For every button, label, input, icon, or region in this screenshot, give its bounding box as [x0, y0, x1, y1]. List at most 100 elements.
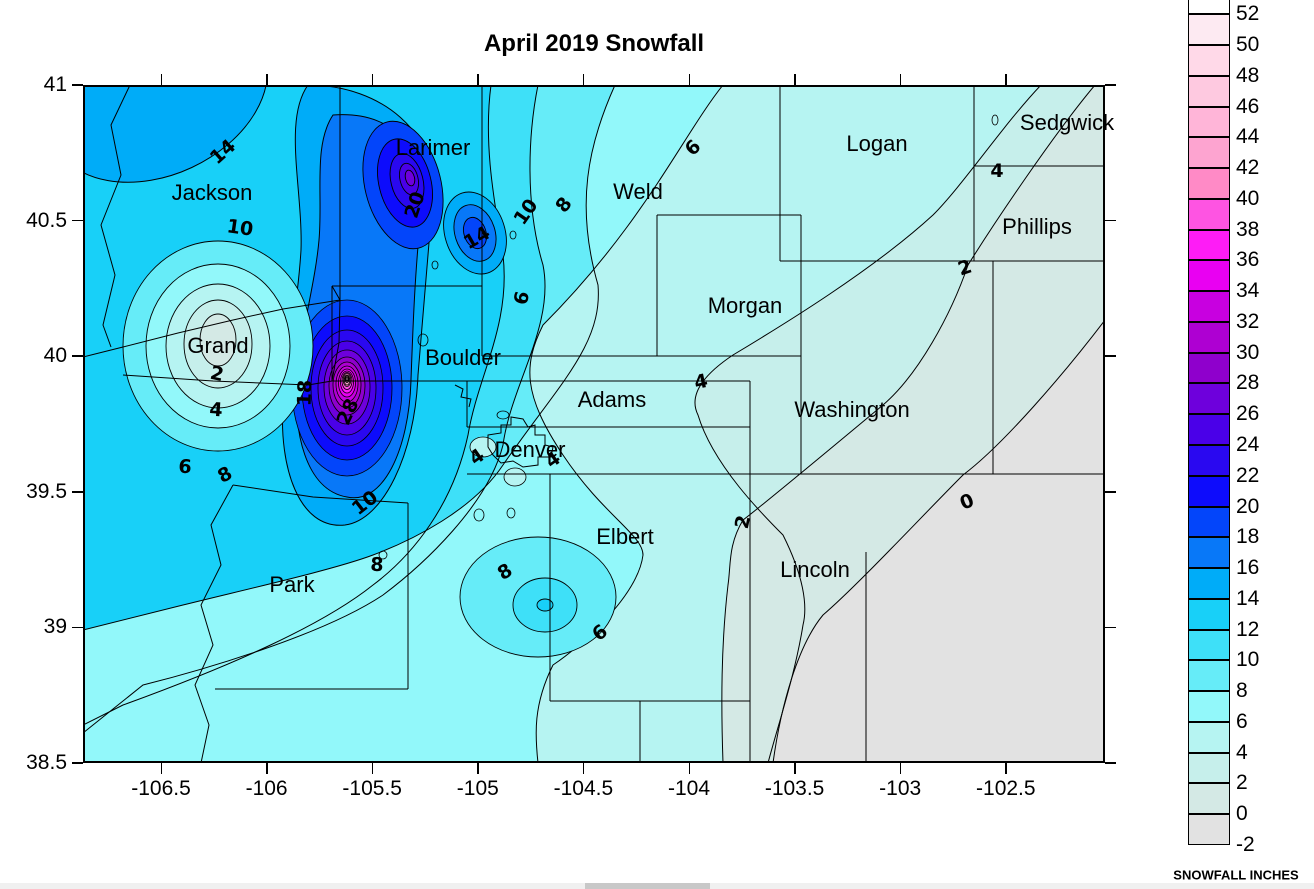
x-axis-tick-top [899, 74, 902, 85]
colorbar-title: SNOWFALL INCHES [1173, 867, 1299, 883]
colorbar-band [1188, 14, 1230, 45]
y-axis-tick-right [1105, 626, 1116, 629]
contour-value-label: 4 [208, 398, 224, 422]
colorbar-tick-label: 40 [1236, 186, 1260, 210]
colorbar-band [1188, 75, 1230, 107]
county-label-morgan: Morgan [707, 293, 783, 318]
x-axis-tick-label: -106.5 [131, 777, 191, 800]
x-axis-tick-top [688, 74, 690, 85]
colorbar-tick-label: 38 [1236, 217, 1260, 241]
y-axis-tick-right [1105, 491, 1116, 493]
colorbar-tick-label: 36 [1236, 248, 1260, 272]
colorbar-tick-label: 30 [1236, 340, 1260, 364]
x-axis-tick-top [794, 74, 796, 85]
colorbar-tick-label: 20 [1236, 494, 1260, 518]
x-axis-tick-top [160, 74, 162, 85]
colorbar-tick-label: 10 [1236, 648, 1260, 672]
x-axis-tick-top [371, 74, 374, 85]
county-label-elbert: Elbert [596, 524, 654, 549]
plot-title: April 2019 Snowfall [483, 30, 705, 57]
x-axis-tick [1005, 763, 1007, 774]
colorbar-band [1188, 506, 1230, 538]
x-axis-tick-top [266, 74, 268, 85]
y-axis-tick-label: 39.5 [26, 479, 67, 503]
colorbar-band [1188, 229, 1230, 261]
x-axis-tick [899, 763, 902, 774]
contour-value-label: 18 [293, 379, 317, 407]
colorbar-tick-label: 24 [1236, 432, 1260, 456]
colorbar-band [1188, 721, 1230, 753]
colorbar-tick-label: 52 [1236, 2, 1260, 26]
colorbar-tick-label: 8 [1236, 679, 1248, 703]
x-axis-tick-top [1005, 74, 1007, 85]
contour-map-canvas [47, 7, 1106, 764]
y-axis-tick [72, 219, 83, 222]
contour-value-label: 6 [177, 455, 193, 479]
county-label-larimer: Larimer [395, 135, 471, 160]
county-label-jackson: Jackson [171, 180, 253, 205]
county-label-denver: Denver [494, 437, 566, 462]
x-axis-tick [688, 763, 690, 774]
colorbar-tick-label: 0 [1236, 802, 1248, 826]
colorbar-band [1188, 691, 1230, 722]
y-axis-tick [72, 355, 83, 357]
colorbar-tick-label: 34 [1236, 279, 1260, 303]
x-axis-tick-label: -102.5 [976, 777, 1036, 800]
x-axis-tick-top [582, 74, 585, 85]
x-axis-tick-label: -105 [456, 777, 499, 800]
county-label-boulder: Boulder [425, 345, 501, 370]
colorbar-band [1188, 352, 1230, 384]
x-axis-tick-label: -104 [667, 777, 711, 800]
colorbar-band [1188, 0, 1230, 15]
colorbar-tick-label: 26 [1236, 402, 1260, 426]
x-axis-tick-label: -105.5 [342, 777, 402, 800]
county-label-logan: Logan [846, 131, 908, 156]
colorbar-band [1188, 444, 1230, 476]
colorbar-band [1188, 106, 1230, 138]
colorbar-tick-label: 4 [1236, 740, 1248, 764]
y-axis-tick-label: 40 [43, 344, 67, 368]
colorbar-band [1188, 168, 1230, 199]
colorbar-band [1188, 44, 1230, 76]
colorbar-band [1188, 537, 1230, 569]
y-axis-tick-label: 39 [43, 615, 67, 639]
x-axis-tick-label: -103 [879, 777, 922, 800]
colorbar-band [1188, 137, 1230, 169]
county-label-park: Park [269, 572, 315, 597]
y-axis-tick [72, 491, 83, 493]
county-label-grand: Grand [187, 333, 249, 358]
colorbar-tick-label: 44 [1236, 125, 1260, 149]
colorbar-tick-label: 22 [1236, 463, 1260, 487]
contour-value-label: 10 [225, 215, 255, 241]
x-axis-tick-top [477, 74, 479, 85]
county-label-sedgwick: Sedgwick [1019, 110, 1115, 135]
x-axis-tick [266, 763, 268, 774]
colorbar-tick-label: 14 [1236, 586, 1260, 610]
colorbar-band [1188, 568, 1230, 599]
colorbar-tick-label: 12 [1236, 617, 1260, 641]
y-axis-tick [72, 762, 83, 764]
colorbar-tick-label: 6 [1236, 709, 1248, 733]
horizontal-scrollbar[interactable] [0, 883, 1314, 889]
contour-value-label: 4 [990, 160, 1004, 182]
x-axis-tick [371, 763, 374, 774]
y-axis-tick [72, 84, 83, 86]
x-axis-tick-label: -104.5 [553, 777, 614, 800]
county-label-lincoln: Lincoln [780, 557, 850, 582]
x-axis-tick [582, 763, 585, 774]
colorbar-tick-label: 48 [1236, 63, 1260, 87]
colorbar-tick-label: 16 [1236, 556, 1260, 580]
colorbar-tick-label: -2 [1236, 833, 1255, 856]
y-axis-tick-right [1105, 84, 1116, 86]
county-label-weld: Weld [613, 179, 663, 204]
colorbar-band [1188, 383, 1230, 415]
x-axis-tick-label: -103.5 [764, 777, 825, 800]
county-label-phillips: Phillips [1002, 214, 1072, 239]
colorbar-tick-label: 28 [1236, 371, 1260, 395]
colorbar-band [1188, 198, 1230, 230]
colorbar-tick-label: 18 [1236, 525, 1260, 549]
colorbar-band [1188, 660, 1230, 692]
colorbar-band [1188, 752, 1230, 784]
horizontal-scrollbar-thumb[interactable] [585, 883, 710, 889]
